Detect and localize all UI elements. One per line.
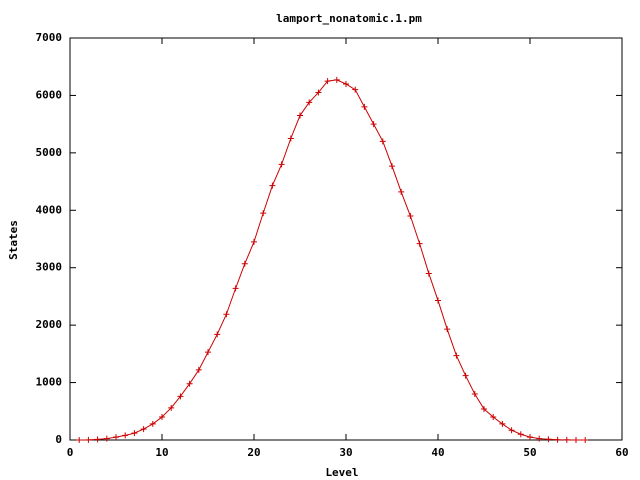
data-point — [333, 76, 340, 83]
data-point — [149, 420, 156, 427]
y-tick-label: 3000 — [36, 261, 63, 274]
data-point — [140, 426, 147, 433]
data-point — [444, 326, 451, 333]
data-point — [306, 99, 313, 106]
data-point — [398, 188, 405, 195]
data-point — [517, 431, 524, 438]
data-point — [471, 391, 478, 398]
data-point — [232, 285, 239, 292]
data-point — [85, 436, 92, 443]
data-point — [122, 432, 129, 439]
y-tick-label: 6000 — [36, 88, 63, 101]
data-point — [416, 240, 423, 247]
data-point — [425, 270, 432, 277]
data-point — [490, 414, 497, 421]
data-point — [131, 430, 138, 437]
x-tick-label: 10 — [155, 446, 168, 459]
data-point — [315, 89, 322, 96]
y-tick-label: 7000 — [36, 31, 63, 44]
y-tick-label: 1000 — [36, 376, 63, 389]
data-point — [508, 427, 515, 434]
x-tick-label: 0 — [67, 446, 74, 459]
data-point — [435, 297, 441, 304]
data-point — [563, 436, 570, 443]
data-point — [536, 435, 543, 442]
data-point — [324, 78, 331, 85]
x-tick-label: 50 — [523, 446, 536, 459]
data-point — [278, 161, 285, 168]
data-point — [269, 182, 276, 189]
data-point — [113, 434, 119, 441]
data-point — [389, 163, 395, 170]
data-point — [168, 404, 175, 411]
data-point — [343, 80, 349, 87]
data-point — [573, 436, 579, 443]
x-tick-label: 60 — [615, 446, 628, 459]
y-tick-label: 5000 — [36, 146, 63, 159]
data-point — [361, 103, 368, 110]
data-point — [352, 86, 359, 93]
data-point — [159, 414, 165, 421]
data-point — [407, 213, 414, 220]
data-point — [527, 434, 533, 441]
x-tick-label: 30 — [339, 446, 352, 459]
data-point — [297, 112, 303, 119]
data-point — [287, 135, 294, 142]
y-tick-label: 0 — [55, 433, 62, 446]
data-point — [195, 366, 202, 373]
y-tick-label: 2000 — [36, 318, 63, 331]
data-point — [251, 238, 257, 245]
data-point — [453, 352, 460, 359]
chart-title: lamport_nonatomic.1.pm — [276, 12, 422, 25]
data-point — [186, 380, 193, 387]
data-point — [554, 436, 561, 443]
x-axis-label: Level — [325, 466, 358, 479]
plot-frame — [69, 37, 623, 441]
y-tick-label: 4000 — [36, 203, 63, 216]
x-tick-label: 40 — [431, 446, 444, 459]
y-axis-label: States — [7, 220, 20, 260]
data-point — [370, 121, 377, 128]
data-point — [260, 210, 267, 217]
data-point — [481, 405, 487, 412]
data-point — [205, 349, 211, 356]
data-point — [223, 311, 230, 318]
data-point — [379, 138, 386, 145]
data-point — [214, 331, 221, 338]
data-point — [241, 260, 248, 267]
data-point — [94, 436, 101, 443]
data-point — [462, 372, 469, 379]
data-point — [177, 393, 184, 400]
data-point — [103, 435, 110, 442]
data-point — [582, 437, 589, 443]
data-point — [76, 437, 83, 443]
data-line — [79, 79, 586, 441]
data-point — [499, 420, 506, 427]
x-tick-label: 20 — [247, 446, 260, 459]
data-point — [545, 436, 552, 443]
